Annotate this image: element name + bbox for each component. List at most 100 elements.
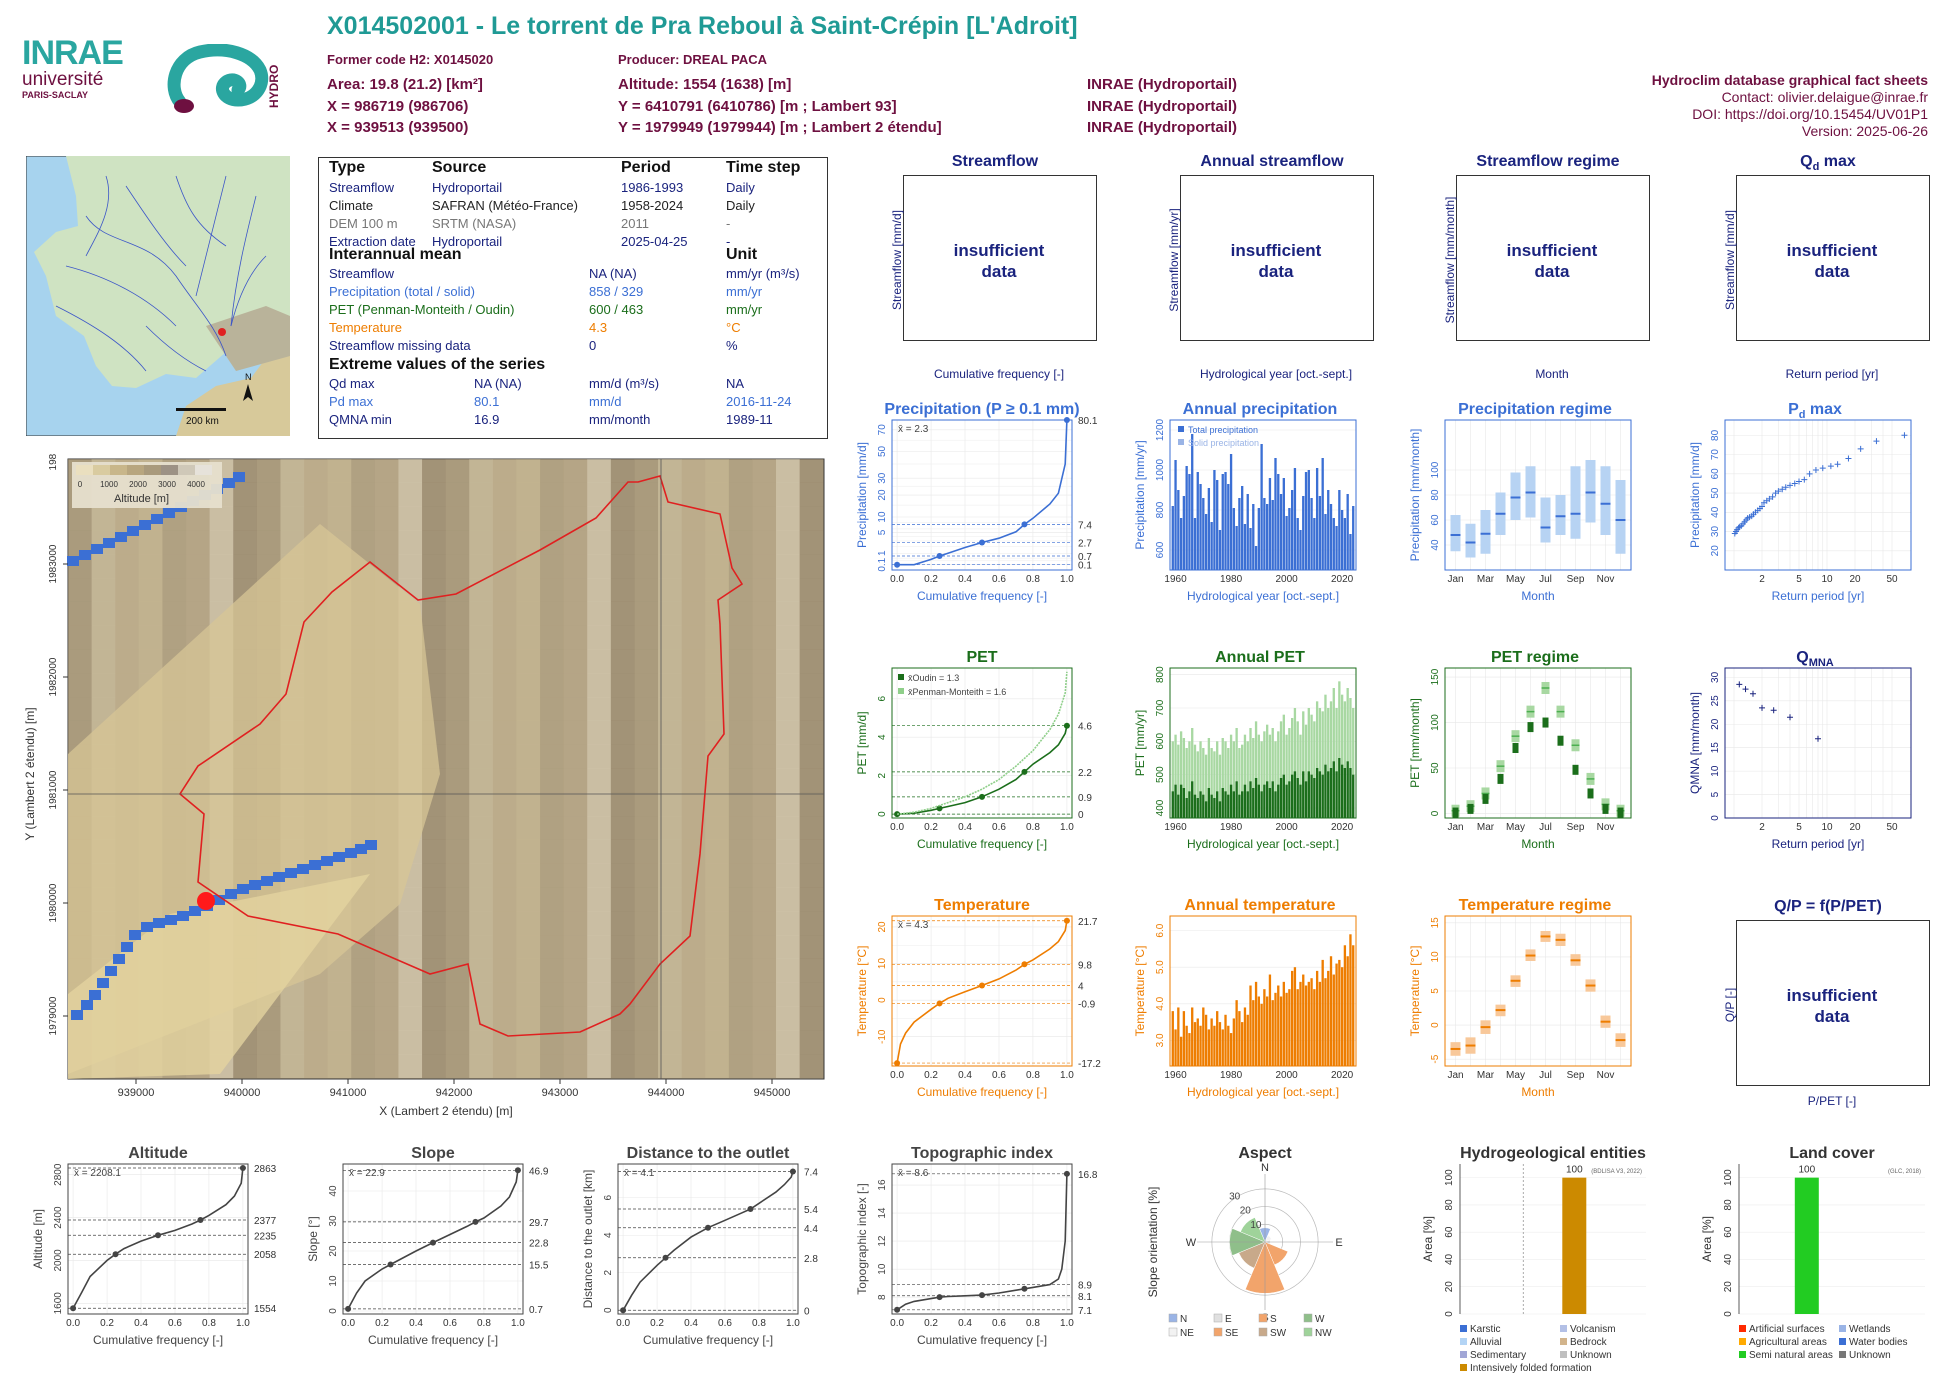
bar [1229, 784, 1233, 818]
dem-cell [610, 935, 635, 959]
bar [1182, 496, 1186, 570]
quantile-label: 0.9 [1078, 793, 1092, 804]
mean-label: x̄ = 2.3 [898, 424, 929, 435]
map-ytick-label: 1981000 [48, 770, 59, 809]
bar [1171, 1011, 1174, 1066]
x-tick-label: 0.2 [375, 1318, 389, 1329]
bar [1182, 1011, 1186, 1066]
bar [1224, 741, 1227, 818]
dem-cell [138, 601, 163, 626]
qp-ratio-ylabel: Q/P [-] [1723, 987, 1737, 1023]
dem-cell [162, 625, 187, 650]
dem-cell [705, 1006, 729, 1031]
legend-swatch [1839, 1325, 1846, 1332]
legend-swatch [1739, 1338, 1746, 1345]
y-tick-label: 150 [1430, 668, 1441, 685]
dem-cell [516, 982, 541, 1007]
bar [1271, 728, 1274, 818]
quartile-point [472, 1218, 479, 1225]
scatter-point [1791, 480, 1798, 487]
mean-label: x̄ = 22.9 [349, 1168, 385, 1179]
bar [1235, 728, 1238, 818]
dem-cell [469, 506, 493, 531]
dem-cell [445, 625, 470, 650]
dem-cell [516, 792, 541, 817]
aspect-legend-label: E [1225, 1314, 1232, 1325]
bar [1327, 708, 1330, 818]
x-tick-label: 0.8 [1026, 574, 1040, 585]
dem-cell [91, 578, 116, 602]
y-tick-label: 2 [603, 1270, 614, 1276]
y-tick-label: 4.0 [1155, 996, 1166, 1010]
scale-label: 200 km [186, 416, 219, 427]
dem-cell [540, 625, 564, 650]
dem-cell [610, 792, 635, 817]
bar [1335, 771, 1338, 818]
dem-cell [280, 482, 305, 507]
precip_cdf-chart: Precipitation (P ≥ 0.1 mm)0.115102030507… [855, 401, 1098, 603]
bar [1179, 731, 1183, 818]
annual_precip-chart: Annual precipitation 600 800 1000 1200 1960 19… [1133, 401, 1357, 603]
dem-cell [327, 506, 352, 531]
dem-cell [540, 506, 564, 531]
hydrogeol-chart: Hydrogeological entities 100 (BDLISA V3, 2… [1421, 1145, 1646, 1374]
dem-cell [752, 744, 777, 769]
scatter-point [1787, 482, 1794, 489]
dem-cell [728, 601, 753, 626]
bar [1243, 524, 1247, 570]
qd-max-title: Qd max [1800, 153, 1856, 174]
dem-cell [634, 768, 659, 793]
streamflow-message: insufficient data [903, 240, 1095, 282]
dem-cell [115, 625, 139, 650]
dem-cell [728, 506, 753, 531]
dem-cell [327, 1030, 352, 1055]
quantile-label: 8.9 [1078, 1281, 1092, 1292]
bar [1340, 694, 1344, 818]
plot-frame [1444, 915, 1632, 1067]
dem-cell [469, 530, 493, 555]
x-tick-label: 0.4 [958, 1070, 972, 1081]
dem-cell [398, 958, 423, 983]
dem-cell [799, 816, 824, 840]
dem-cell [610, 887, 635, 912]
y-tick-label: 6 [877, 696, 888, 702]
dem-cell [587, 530, 611, 555]
plot-frame [1169, 419, 1357, 571]
dem-cell [516, 506, 541, 531]
regime-box [1510, 472, 1521, 520]
plot-frame [891, 1163, 1073, 1315]
title-sub: d [1799, 409, 1806, 421]
y-tick-label: 700 [1155, 699, 1166, 716]
legend-label: Total precipitation [1188, 425, 1258, 435]
quartile-point [345, 1305, 352, 1312]
aspect-ring-label: 20 [1240, 1206, 1252, 1217]
y-tick-label: 100 [1430, 461, 1441, 478]
dem-cell [351, 459, 375, 483]
dem-cell [540, 911, 564, 936]
dem-cell [516, 625, 541, 650]
x-tick-label: 1960 [1164, 822, 1187, 833]
bar [1229, 454, 1233, 570]
plot-frame [1444, 667, 1632, 819]
dem-cell [610, 530, 635, 555]
quantile-label: 0.7 [1078, 552, 1092, 563]
bar [1213, 1025, 1216, 1066]
x-tick-label: 1.0 [1060, 1318, 1074, 1329]
river-cell [115, 532, 127, 542]
dem-cell [68, 697, 92, 721]
x-tick-label: 1.0 [1060, 574, 1074, 585]
aspect-legend-swatch [1258, 1327, 1268, 1337]
map-ytick-label: 1984000 [48, 454, 59, 470]
river-cell [89, 990, 101, 1000]
dem-cell [752, 911, 777, 936]
x-tick-label: 1980 [1220, 574, 1243, 585]
y-tick-label: 2800 [53, 1163, 64, 1186]
bar [1196, 472, 1199, 570]
dem-cell [752, 649, 777, 674]
bar [1315, 701, 1319, 818]
y-tick-label: 20 [1444, 1281, 1455, 1293]
dem-cell [681, 1054, 706, 1078]
dem-cell [492, 459, 517, 483]
x-tick-label: 2 [1759, 822, 1765, 833]
aspect-legend-swatch [1168, 1313, 1178, 1323]
